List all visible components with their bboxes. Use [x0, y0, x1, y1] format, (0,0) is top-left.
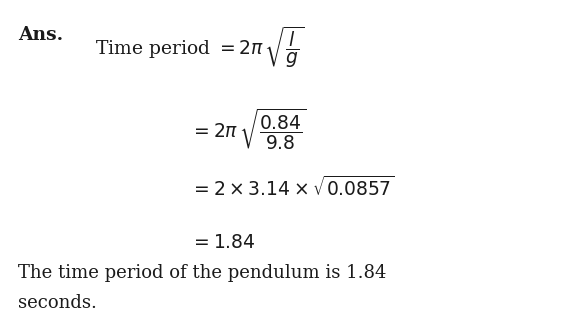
Text: Time period $= 2\pi\,\sqrt{\dfrac{l}{g}}$: Time period $= 2\pi\,\sqrt{\dfrac{l}{g}}…: [95, 24, 304, 69]
Text: seconds.: seconds.: [18, 294, 97, 312]
Text: Ans.: Ans.: [18, 26, 63, 44]
Text: The time period of the pendulum is 1.84: The time period of the pendulum is 1.84: [18, 264, 386, 282]
Text: $= 1.84$: $= 1.84$: [190, 234, 255, 252]
Text: $= 2 \times 3.14 \times \sqrt{0.0857}$: $= 2 \times 3.14 \times \sqrt{0.0857}$: [190, 176, 395, 200]
Text: $=2\pi\,\sqrt{\dfrac{0.84}{9.8}}$: $=2\pi\,\sqrt{\dfrac{0.84}{9.8}}$: [190, 106, 307, 151]
